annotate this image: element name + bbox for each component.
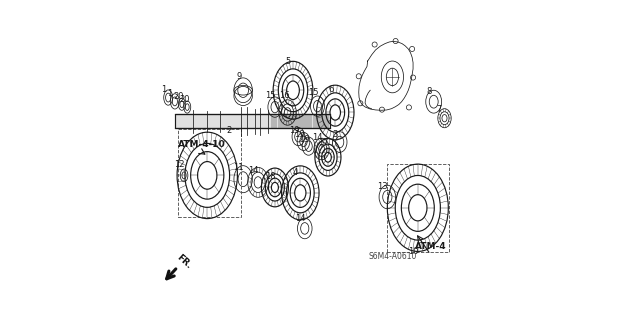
Bar xyxy=(175,115,330,128)
Text: 9: 9 xyxy=(236,72,242,81)
Text: 14: 14 xyxy=(248,166,259,175)
Text: 4: 4 xyxy=(292,168,298,177)
Text: 15: 15 xyxy=(266,92,276,100)
Text: 18: 18 xyxy=(265,172,275,181)
Text: 2: 2 xyxy=(227,126,232,135)
Text: 10: 10 xyxy=(408,247,419,256)
Text: 17: 17 xyxy=(319,137,329,146)
Text: 3: 3 xyxy=(333,130,338,138)
Text: S6M4-A0610: S6M4-A0610 xyxy=(369,252,417,261)
Text: 11: 11 xyxy=(233,163,244,172)
Text: 1: 1 xyxy=(161,85,166,94)
Text: 12: 12 xyxy=(174,160,185,169)
Text: 8: 8 xyxy=(426,87,431,96)
Text: 19: 19 xyxy=(289,126,300,135)
Text: 19: 19 xyxy=(294,130,305,139)
Text: 14: 14 xyxy=(312,133,323,142)
Text: 13: 13 xyxy=(378,182,388,191)
Text: FR.: FR. xyxy=(175,253,193,271)
Text: 16: 16 xyxy=(279,92,290,100)
Text: 14: 14 xyxy=(295,214,305,223)
Text: ATM-4-10: ATM-4-10 xyxy=(178,140,226,149)
Text: 15: 15 xyxy=(308,88,318,97)
Text: 20: 20 xyxy=(179,95,189,104)
Text: 20: 20 xyxy=(173,92,184,101)
Text: 1: 1 xyxy=(167,89,172,98)
Text: 6: 6 xyxy=(328,85,333,94)
Text: 19: 19 xyxy=(299,135,309,144)
Text: 5: 5 xyxy=(285,56,290,65)
Bar xyxy=(387,164,449,252)
Text: ATM-4: ATM-4 xyxy=(415,242,446,251)
Bar xyxy=(178,129,241,217)
Text: 7: 7 xyxy=(436,105,442,114)
